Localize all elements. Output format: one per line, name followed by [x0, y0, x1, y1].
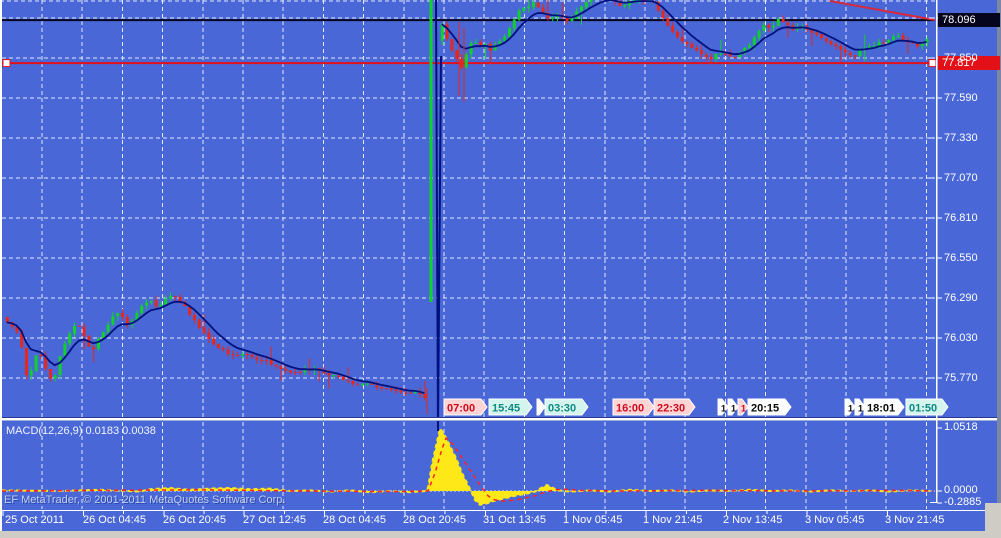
time-tag[interactable] — [536, 398, 546, 416]
time-tag-label: 1 — [848, 404, 853, 414]
ma-spike-overlay — [435, 0, 442, 432]
time-axis-label: 26 Oct 04:45 — [83, 514, 146, 526]
time-axis-label: 3 Nov 05:45 — [805, 514, 865, 526]
price-axis-tick: 76.290 — [944, 292, 978, 304]
time-tags: 07:00 15:45 03:30 16:00 22:30 1 1 1 20:15 1 1 18:01… — [443, 398, 949, 416]
time-tag[interactable]: 18:01 — [863, 398, 905, 416]
axis-ticks — [2, 17, 942, 516]
time-tag-label: 16:00 — [616, 403, 644, 415]
time-axis-label: 25 Oct 2011 — [5, 514, 65, 526]
time-tag[interactable]: 1 — [737, 398, 749, 416]
price-line-label-dark: 78.096 — [938, 13, 1000, 28]
time-tag-label: 07:00 — [447, 403, 475, 415]
time-axis-label: 28 Oct 20:45 — [403, 514, 466, 526]
line-handle-right[interactable] — [928, 59, 937, 68]
time-axis-label: 1 Nov 21:45 — [643, 514, 703, 526]
time-tag[interactable]: 16:00 — [612, 398, 655, 416]
line-handle-left[interactable] — [2, 59, 11, 68]
time-tag[interactable]: 1 — [717, 398, 729, 416]
time-axis-label: 31 Oct 13:45 — [483, 514, 546, 526]
time-tag[interactable]: 15:45 — [488, 398, 533, 416]
time-axis-label: 26 Oct 20:45 — [163, 514, 226, 526]
time-tag-label: 03:30 — [548, 403, 576, 415]
time-tag-label: 1 — [741, 404, 746, 414]
ma-line — [6, 300, 425, 395]
price-axis-tick: 76.810 — [944, 212, 978, 224]
time-tag[interactable]: 1 — [727, 398, 739, 416]
macd-axis-tick: -0.2885 — [944, 496, 982, 508]
time-tag[interactable]: 22:30 — [653, 398, 696, 416]
macd-histogram-area — [2, 428, 933, 505]
time-axis-label: 27 Oct 12:45 — [243, 514, 306, 526]
price-axis-tick: 76.550 — [944, 252, 978, 264]
price-line-label-red: 77.817 — [938, 56, 1000, 71]
platform-watermark: EF MetaTrader, © 2001-2011 MetaQuotes So… — [4, 494, 286, 506]
macd-axis-tick: 0.0000 — [944, 484, 978, 496]
price-axis-tick: 75.770 — [944, 372, 978, 384]
time-axis-label: 3 Nov 21:45 — [885, 514, 945, 526]
time-axis-label: 28 Oct 04:45 — [323, 514, 386, 526]
macd-indicator-label: MACD(12,26,9) 0.0183 0.0038 — [6, 425, 156, 437]
time-tag[interactable]: 07:00 — [443, 398, 488, 416]
time-tag-label: 1 — [858, 404, 863, 414]
price-axis-tick: 76.030 — [944, 332, 978, 344]
trendline[interactable] — [829, 0, 936, 21]
price-axis-tick: 77.070 — [944, 172, 978, 184]
candles-right — [440, 0, 929, 70]
time-tag-label: 20:15 — [751, 403, 779, 415]
time-tag-label: 01:50 — [909, 403, 937, 415]
time-tag[interactable]: 01:50 — [905, 398, 949, 416]
time-tag-label: 1 — [731, 404, 736, 414]
time-axis-label: 1 Nov 05:45 — [563, 514, 623, 526]
ma-line — [441, 0, 927, 56]
time-axis-label: 2 Nov 13:45 — [723, 514, 783, 526]
time-tag-label: 1 — [721, 404, 726, 414]
price-axis-tick: 77.330 — [944, 132, 978, 144]
time-tag[interactable]: 1 — [844, 398, 856, 416]
time-tag[interactable]: 20:15 — [747, 398, 792, 416]
time-tag[interactable]: 1 — [854, 398, 866, 416]
price-axis-tick: 77.590 — [944, 92, 978, 104]
time-tag-label: 15:45 — [492, 403, 520, 415]
macd-panel — [1, 426, 934, 506]
time-tag-label: 18:01 — [867, 403, 895, 415]
time-tag-label: 22:30 — [657, 403, 685, 415]
macd-axis-tick: 1.0518 — [944, 421, 978, 433]
time-tag[interactable]: 03:30 — [544, 398, 589, 416]
price-axis-tick: 77.850 — [944, 52, 978, 64]
